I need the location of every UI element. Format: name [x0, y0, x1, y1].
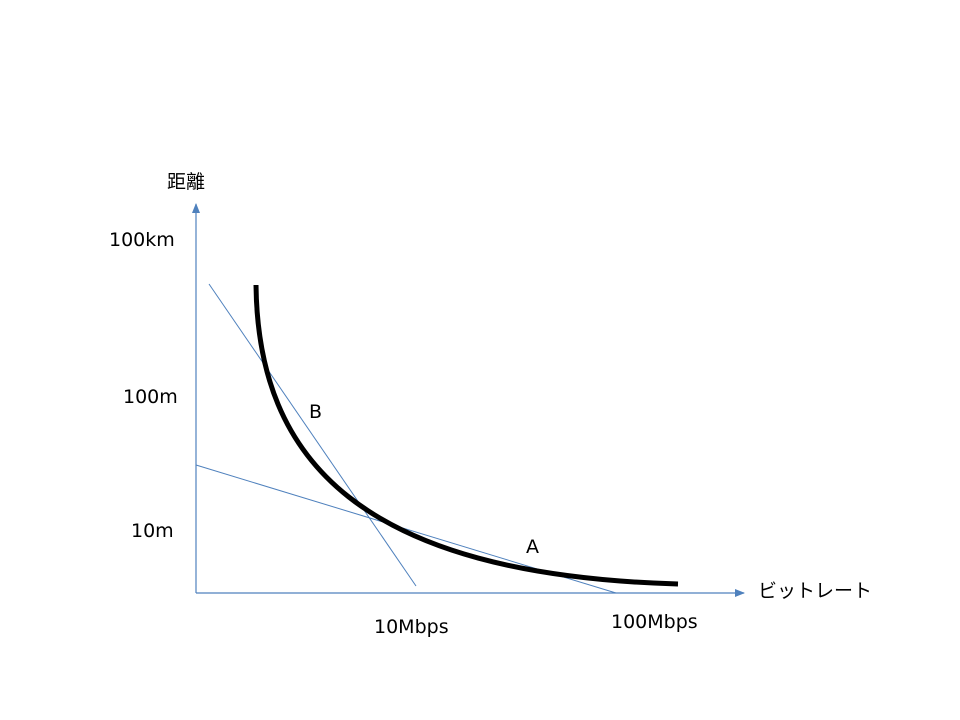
y-tick-label: 100km — [109, 229, 175, 251]
y-tick-label: 100m — [123, 386, 178, 408]
x-axis-title: ビットレート — [758, 580, 872, 602]
x-tick-label: 10Mbps — [374, 616, 449, 638]
y-tick-label: 10m — [131, 520, 174, 542]
point-label-a: A — [526, 536, 539, 558]
x-tick-label: 100Mbps — [611, 611, 698, 633]
y-axis-title: 距離 — [167, 171, 205, 193]
tangent-line-b — [208, 283, 417, 587]
point-label-b: B — [309, 401, 322, 423]
tradeoff-curve — [253, 284, 679, 587]
